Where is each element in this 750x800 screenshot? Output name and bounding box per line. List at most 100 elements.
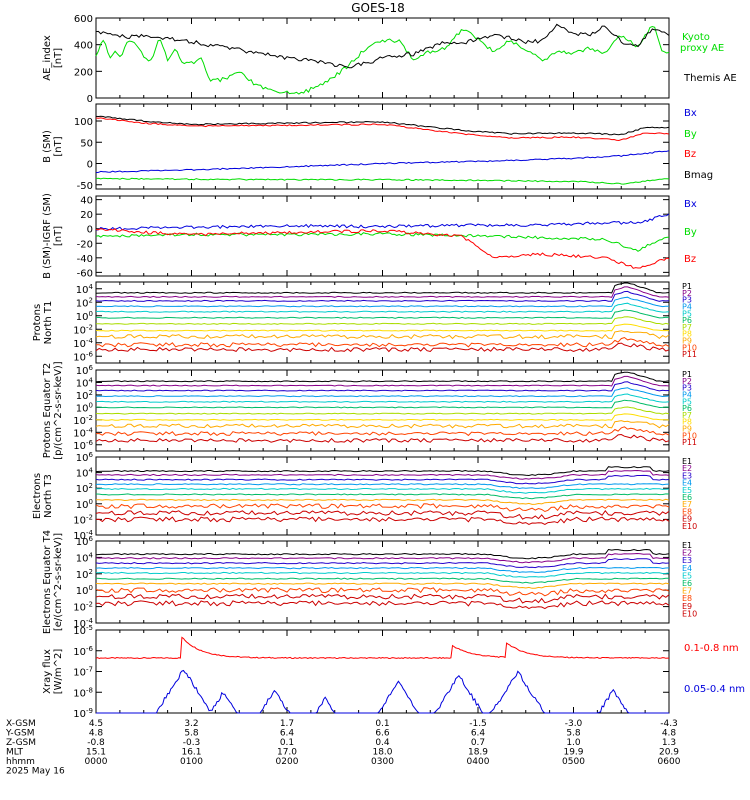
y-axis-label: Xray flux xyxy=(42,649,53,694)
channel-p6 xyxy=(95,309,670,319)
panel-4: Protons Equator T2 [p/(cm^2-s-sr-keV)] 106… xyxy=(42,361,697,460)
legend-e2: E2 xyxy=(682,549,692,558)
y-axis-unit: [p/(cm^2-s-sr-keV)] xyxy=(53,361,64,460)
legend-e6: E6 xyxy=(682,493,692,502)
legend-xray-long: 0.1-0.8 nm xyxy=(684,643,739,654)
tick-label: 20 xyxy=(80,210,93,221)
channel-p4 xyxy=(95,296,670,308)
axis-row-label: hhmm xyxy=(6,757,35,767)
series-bmag xyxy=(95,115,670,136)
axis-row-value: 4.8 xyxy=(89,729,104,739)
legend-e3: E3 xyxy=(682,471,692,480)
tick-label: 10-2 xyxy=(73,513,93,526)
y-axis-label: North T3 xyxy=(43,474,54,518)
channel-e7 xyxy=(95,582,670,589)
tick-label: -20 xyxy=(77,239,93,250)
axis-row-value: 0.1 xyxy=(375,719,389,729)
panel-6: Electrons Equator T4 [e/(cm^2-s-sr-keV)] 1… xyxy=(42,530,697,634)
axis-row-value: 19.9 xyxy=(563,748,583,758)
axis-row-value: 20.9 xyxy=(659,748,679,758)
series-bz xyxy=(95,227,670,269)
channel-p3 xyxy=(95,381,670,392)
y-axis-unit: [nT] xyxy=(53,48,64,68)
legend-p11: P11 xyxy=(682,438,697,447)
panel-7: Xray flux [W/m^2] 10-5 10-6 10-7 10-8 10-9 0.1-… xyxy=(42,624,745,720)
channel-p2 xyxy=(95,375,670,387)
series-by xyxy=(95,177,670,185)
legend-e4: E4 xyxy=(682,564,692,573)
y-axis-label: B (SM)-IGRF (SM) xyxy=(42,193,53,279)
channel-e3 xyxy=(95,558,670,569)
axis-row-value: 0500 xyxy=(562,757,585,767)
tick-label: 10-9 xyxy=(73,707,93,720)
panel-5: Electrons North T310610410210010-210-4E1E… xyxy=(32,451,697,542)
channel-p5 xyxy=(95,393,670,403)
y-axis-unit: [nT] xyxy=(53,136,64,156)
channel-p1 xyxy=(95,371,670,383)
channel-p3 xyxy=(95,290,670,302)
tick-label: 40 xyxy=(80,196,93,207)
channel-e5 xyxy=(95,571,670,578)
channel-e10 xyxy=(95,600,670,610)
channel-p11 xyxy=(95,342,670,353)
axis-row-value: 5.8 xyxy=(184,729,199,739)
channel-e1 xyxy=(95,548,670,560)
axis-row-value: -4.3 xyxy=(660,719,678,729)
tick-label: 100 xyxy=(76,310,93,323)
tick-label: 0 xyxy=(87,225,93,236)
legend-e7: E7 xyxy=(682,587,692,596)
tick-label: 100 xyxy=(74,117,93,128)
legend-e3: E3 xyxy=(682,556,692,565)
axis-row-value: 3.2 xyxy=(184,719,198,729)
series-themis-ae xyxy=(95,23,670,69)
legend-p10: P10 xyxy=(682,431,697,440)
legend-p1: P1 xyxy=(682,370,692,379)
channel-p4 xyxy=(95,387,670,398)
tick-label: 100 xyxy=(76,498,93,511)
legend-bx: Bx xyxy=(684,108,697,119)
channel-e8 xyxy=(95,503,670,513)
tick-label: 10-4 xyxy=(73,617,93,630)
channel-p2 xyxy=(95,286,670,298)
tick-label: 10-2 xyxy=(73,323,93,336)
legend-e5: E5 xyxy=(682,486,692,495)
channel-p8 xyxy=(95,323,670,332)
axis-row-label: X-GSM xyxy=(6,719,36,729)
y-axis-label: North T1 xyxy=(43,301,54,345)
axis-row-value: 4.5 xyxy=(89,719,103,729)
figure-title: GOES-18 xyxy=(351,1,405,15)
y-axis-unit: [nT] xyxy=(53,226,64,246)
legend-e2: E2 xyxy=(682,464,692,473)
series-kyoto-proxy-ae xyxy=(95,25,670,95)
axis-row-value: 1.7 xyxy=(280,719,294,729)
panel-0: AE_index [nT] 0 200 400 600 xyxy=(42,14,670,105)
tick-label: 10-5 xyxy=(73,624,93,637)
panel-frame xyxy=(95,103,670,190)
channel-p9 xyxy=(95,330,670,340)
y-axis-label: Electrons xyxy=(32,473,43,519)
legend-kyoto-proxy: proxy AE xyxy=(680,43,724,54)
legend-p1: P1 xyxy=(682,282,692,291)
axis-row-value: 6.4 xyxy=(280,729,295,739)
axis-row-label: Z-GSM xyxy=(6,738,36,748)
channel-p10 xyxy=(95,426,670,437)
axis-row-value: 4.8 xyxy=(662,729,677,739)
legend-p6: P6 xyxy=(682,316,692,325)
tick-label: 0 xyxy=(87,94,93,105)
y-axis-label: Protons Equator T2 xyxy=(42,363,53,459)
channel-p9 xyxy=(95,420,670,429)
channel-p6 xyxy=(95,399,670,409)
legend-xray-short: 0.05-0.4 nm xyxy=(684,684,745,695)
tick-label: 10-6 xyxy=(73,350,93,363)
tick-label: 100 xyxy=(76,584,93,597)
y-axis-label: Protons xyxy=(32,304,43,341)
tick-label: 10-7 xyxy=(73,666,93,679)
channel-e2 xyxy=(95,552,670,564)
legend-e1: E1 xyxy=(682,541,692,550)
legend-e8: E8 xyxy=(682,594,692,603)
channel-e2 xyxy=(95,469,670,480)
panel-frame xyxy=(95,195,670,277)
legend-p2: P2 xyxy=(682,289,692,298)
channel-e4 xyxy=(95,566,670,573)
axis-row-value: 5.8 xyxy=(566,729,581,739)
